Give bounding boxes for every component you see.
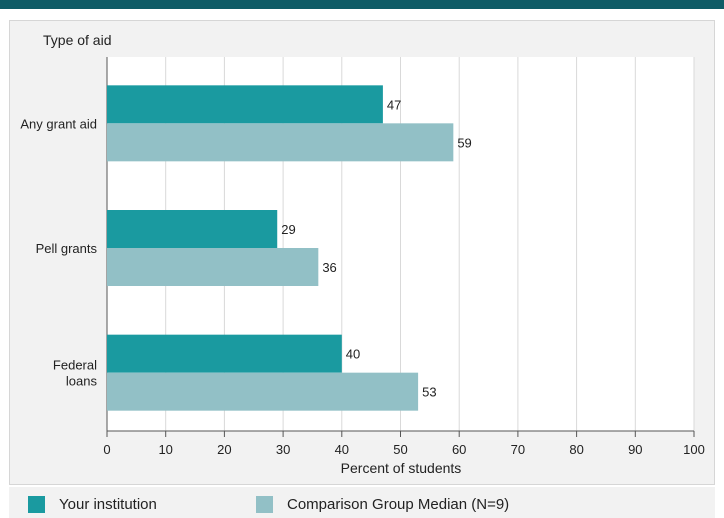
header-bar xyxy=(0,0,724,9)
x-tick-label: 10 xyxy=(158,442,172,457)
bar xyxy=(107,248,319,286)
x-tick-labels: 0 10 20 30 40 50 60 70 80 90 100 xyxy=(103,442,704,457)
legend-label-comparison-group: Comparison Group Median (N=9) xyxy=(287,495,510,513)
x-tick-label: 50 xyxy=(393,442,407,457)
data-label: 59 xyxy=(457,135,471,150)
x-tick-label: 0 xyxy=(103,442,110,457)
bar xyxy=(107,123,454,162)
x-tick-label: 20 xyxy=(217,442,231,457)
x-tick-label: 80 xyxy=(569,442,583,457)
data-label: 29 xyxy=(281,222,295,237)
bar xyxy=(107,334,342,373)
legend-item-comparison-group: Comparison Group Median (N=9) xyxy=(256,494,509,514)
y-axis-title: Type of aid xyxy=(43,32,112,48)
bars xyxy=(107,85,454,411)
x-tick-label: 30 xyxy=(276,442,290,457)
legend-item-your-institution: Your institution xyxy=(28,494,157,514)
x-axis-title: Percent of students xyxy=(341,460,462,476)
data-label: 36 xyxy=(322,260,336,275)
data-label: 53 xyxy=(422,385,436,400)
legend: Your institution Comparison Group Median… xyxy=(9,487,715,518)
data-label: 47 xyxy=(387,97,401,112)
category-label: Pell grants xyxy=(36,241,98,256)
x-tick-label: 40 xyxy=(335,442,349,457)
category-label: Any grant aid xyxy=(20,116,97,131)
x-tick-label: 90 xyxy=(628,442,642,457)
legend-swatch-comparison-group xyxy=(256,495,273,513)
legend-label-your-institution: Your institution xyxy=(59,495,157,513)
legend-swatch-your-institution xyxy=(28,495,45,513)
x-tick-label: 60 xyxy=(452,442,466,457)
bar xyxy=(107,210,278,248)
data-label: 40 xyxy=(346,347,360,362)
bar xyxy=(107,372,419,411)
category-labels: Any grant aid Pell grants Federal loans xyxy=(20,116,97,388)
x-tick-label: 100 xyxy=(683,442,705,457)
bar xyxy=(107,85,383,124)
data-labels: 47 59 29 36 40 53 xyxy=(281,97,472,399)
x-tick-label: 70 xyxy=(511,442,525,457)
category-label: Federal loans xyxy=(53,358,98,389)
bar-chart: 47 59 29 36 40 53 Any grant aid Pell grants Fed… xyxy=(20,32,704,476)
